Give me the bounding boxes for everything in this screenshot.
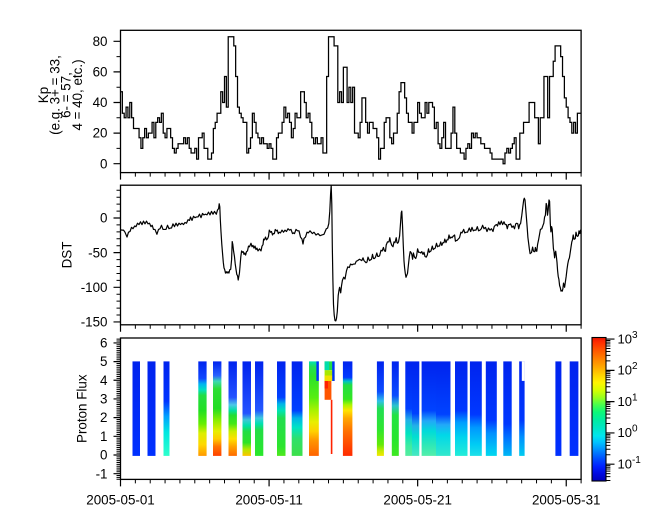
svg-text:20: 20 (93, 126, 108, 141)
svg-text:3: 3 (100, 392, 107, 407)
svg-text:40: 40 (93, 95, 108, 110)
svg-text:-100: -100 (81, 280, 108, 295)
svg-text:2005-05-01: 2005-05-01 (86, 493, 155, 508)
svg-text:2005-05-11: 2005-05-11 (235, 493, 303, 508)
svg-text:-50: -50 (88, 245, 107, 260)
svg-text:6: 6 (100, 336, 107, 351)
svg-text:0: 0 (100, 156, 107, 171)
svg-text:80: 80 (93, 34, 108, 49)
svg-text:Proton Flux: Proton Flux (74, 374, 89, 443)
svg-text:Kp: Kp (36, 87, 51, 103)
svg-text:2005-05-21: 2005-05-21 (383, 493, 452, 508)
svg-text:1: 1 (100, 429, 107, 444)
svg-text:DST: DST (60, 242, 75, 269)
svg-text:0: 0 (100, 448, 107, 463)
svg-text:0: 0 (100, 211, 107, 226)
svg-text:(e.g. 3+ = 33,: (e.g. 3+ = 33, (47, 55, 62, 135)
svg-text:5: 5 (100, 354, 107, 369)
svg-text:4: 4 (100, 373, 108, 388)
svg-text:2005-05-31: 2005-05-31 (532, 493, 601, 508)
svg-text:60: 60 (93, 65, 108, 80)
svg-text:-1: -1 (96, 466, 108, 481)
svg-text:6- = 57,: 6- = 57, (59, 72, 74, 118)
svg-text:4 = 40, etc.): 4 = 40, etc.) (70, 59, 85, 130)
svg-text:2: 2 (100, 410, 107, 425)
svg-text:-150: -150 (81, 315, 108, 330)
